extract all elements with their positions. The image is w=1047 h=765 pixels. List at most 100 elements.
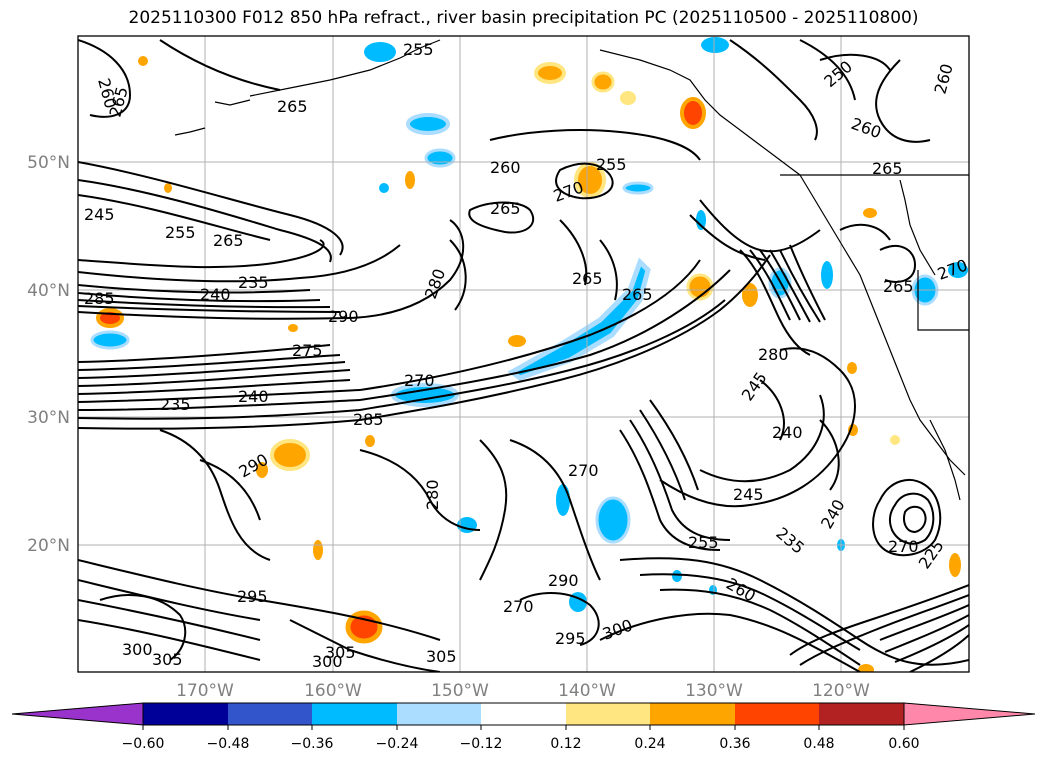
precip-patch	[164, 183, 172, 193]
contour-label: 270	[568, 461, 599, 480]
contour-label: 290	[328, 307, 359, 326]
colorbar-tick-label: −0.60	[122, 736, 165, 752]
precip-patch	[556, 484, 570, 516]
map-title: 2025110300 F012 850 hPa refract., river …	[128, 8, 919, 28]
precip-patch	[345, 610, 383, 644]
contour-label: 280	[758, 345, 789, 364]
contour-label: 245	[84, 205, 115, 224]
contour-label: 260	[490, 158, 521, 177]
precip-patch	[379, 183, 389, 193]
contour-label: 305	[426, 647, 457, 666]
contour-label: 295	[237, 587, 268, 606]
precip-patch	[680, 97, 706, 129]
colorbar-tick-label: 0.36	[719, 736, 750, 752]
precip-patch	[365, 435, 375, 447]
lon-label-120w: 120°W	[812, 681, 870, 701]
colorbar-tick-label: 0.12	[550, 736, 581, 752]
precip-patch	[288, 324, 298, 332]
colorbar-swatch	[735, 703, 819, 725]
contour-label: 290	[548, 571, 579, 590]
colorbar-extend-right	[903, 702, 1036, 726]
precip-patch	[270, 439, 310, 471]
colorbar-tick-label: −0.36	[291, 736, 334, 752]
coastlines	[174, 39, 969, 501]
precip-patch	[890, 435, 900, 445]
precip-patch	[406, 113, 450, 135]
map-plot-area: 260 265 265 255 260 255 250 260 260 265 …	[77, 35, 970, 673]
contour-label: 270	[404, 371, 435, 390]
contour-label: 305	[152, 650, 183, 669]
contour-label: 265	[572, 269, 603, 288]
colorbar-tick-label: −0.12	[460, 736, 503, 752]
precip-patch	[90, 330, 130, 350]
colorbar-tick-label: 0.48	[803, 736, 834, 752]
contour-label: 265	[883, 277, 914, 296]
contour-label: 265	[213, 231, 244, 250]
contour-label: 255	[165, 223, 196, 242]
colorbar-swatch	[143, 703, 228, 725]
contour-label: 275	[292, 341, 323, 360]
colorbar-swatch	[819, 703, 904, 725]
contour-label: 300	[312, 652, 343, 671]
precip-patch	[863, 208, 877, 218]
precip-patch	[138, 56, 148, 66]
lon-label-160w: 160°W	[304, 681, 362, 701]
colorbar-tick-label: 0.60	[888, 736, 919, 752]
contour-label: 265	[622, 285, 653, 304]
lon-label-170w: 170°W	[176, 681, 234, 701]
latitude-axis: 50°N 40°N 30°N 20°N	[27, 153, 70, 556]
refractivity-contours	[78, 39, 969, 672]
precip-patch	[701, 37, 729, 53]
precip-patch	[847, 362, 857, 374]
colorbar-extend-left	[11, 702, 144, 726]
contour-label: 240	[200, 285, 231, 304]
precip-patch	[672, 570, 682, 582]
colorbar-ticks	[142, 725, 905, 730]
contour-label: 255	[688, 533, 719, 552]
contour-label: 280	[423, 479, 442, 510]
contour-label: 255	[403, 40, 434, 59]
colorbar-swatch	[481, 703, 566, 725]
contour-label: 305	[325, 643, 356, 662]
precip-patch	[622, 181, 654, 195]
precip-patch	[313, 540, 323, 560]
contour-label: 255	[596, 155, 627, 174]
precip-patch	[821, 261, 833, 289]
colorbar-tick-label: −0.48	[207, 736, 250, 752]
contour-label: 285	[353, 410, 384, 429]
colorbar-tick-label: 0.24	[634, 736, 665, 752]
lat-label-40n: 40°N	[27, 281, 70, 301]
longitude-axis: 170°W 160°W 150°W 140°W 130°W 120°W	[176, 681, 870, 701]
precip-patch	[742, 283, 758, 307]
lon-label-130w: 130°W	[685, 681, 743, 701]
colorbar-swatch	[650, 703, 735, 725]
contour-labels: 260 265 265 255 260 255 250 260 260 265 …	[84, 40, 969, 671]
contour-label: 265	[277, 97, 308, 116]
contour-label: 240	[238, 387, 269, 406]
colorbar-swatch	[312, 703, 397, 725]
lat-label-30n: 30°N	[27, 408, 70, 428]
lon-label-140w: 140°W	[558, 681, 616, 701]
precip-patch	[364, 42, 396, 62]
precip-patch	[949, 553, 961, 577]
lat-label-50n: 50°N	[27, 153, 70, 173]
contour-label: 235	[238, 273, 269, 292]
contour-label: 295	[555, 629, 586, 648]
contour-label: 265	[490, 199, 521, 218]
contour-label: 235	[160, 395, 191, 414]
precip-patch	[858, 664, 874, 672]
contour-label: 240	[772, 423, 803, 442]
contour-label: 270	[503, 597, 534, 616]
colorbar-swatch	[228, 703, 312, 725]
precip-patch	[591, 71, 615, 93]
precip-patch	[696, 210, 706, 230]
contour-label: 285	[84, 289, 115, 308]
precip-patch	[534, 62, 566, 84]
precip-patch	[424, 148, 456, 168]
colorbar-swatch	[397, 703, 481, 725]
colorbar-swatch	[566, 703, 650, 725]
precip-patch	[405, 171, 415, 189]
precip-patch	[948, 262, 968, 278]
contour-label: 300	[122, 640, 153, 659]
